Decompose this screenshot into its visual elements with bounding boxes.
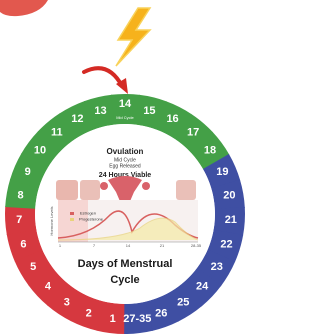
axis-label: Hormone Levels <box>49 206 54 235</box>
day-label: 6 <box>20 238 26 250</box>
day-label: 21 <box>225 214 237 226</box>
day-label: 4 <box>45 281 52 293</box>
day-label: 7 <box>16 214 22 226</box>
lightning-icon <box>116 8 150 66</box>
mid-cycle-note: Mid Cycle <box>116 115 134 120</box>
title-line: Cycle <box>110 274 139 286</box>
legend-label: Progesterone <box>79 217 104 222</box>
day-label: 8 <box>18 189 24 201</box>
arrow <box>84 68 122 86</box>
axis-tick-label: 28-35 <box>191 243 202 248</box>
day-label: 14 <box>119 98 132 110</box>
day-label: 22 <box>220 238 232 250</box>
decor-blob <box>0 0 48 16</box>
day-label: 19 <box>216 166 228 178</box>
day-label: 24 <box>196 281 209 293</box>
day-label: 26 <box>155 308 167 320</box>
day-label: 25 <box>177 296 189 308</box>
day-label: 23 <box>211 261 223 273</box>
legend-label: Estrogen <box>80 211 96 216</box>
axis-tick-label: 14 <box>126 243 131 248</box>
day-label: 10 <box>34 145 46 157</box>
day-label: 1 <box>110 313 116 325</box>
page: {"ring": { "labels": [1, 2, 3, 4, 5, 6, … <box>0 0 249 335</box>
day-label: 27-35 <box>123 313 151 325</box>
day-label: 17 <box>187 127 199 139</box>
day-label: 16 <box>166 113 178 125</box>
infographic: 1234567891011121314151617181920212223242… <box>0 0 249 335</box>
day-label: 11 <box>51 127 63 139</box>
day-label: 12 <box>71 113 83 125</box>
day-label: 13 <box>94 105 106 117</box>
ovulation-heading: Ovulation <box>107 147 144 156</box>
day-label: 9 <box>25 166 31 178</box>
day-label: 5 <box>30 261 36 273</box>
title-line: Days of Menstrual <box>78 258 173 270</box>
day-label: 2 <box>86 308 92 320</box>
day-label: 3 <box>64 296 70 308</box>
day-label: 18 <box>204 145 216 157</box>
axis-tick-label: 21 <box>160 243 165 248</box>
day-label: 15 <box>143 105 155 117</box>
egg-released-label: Egg Released <box>109 163 141 169</box>
day-label: 20 <box>223 189 235 201</box>
